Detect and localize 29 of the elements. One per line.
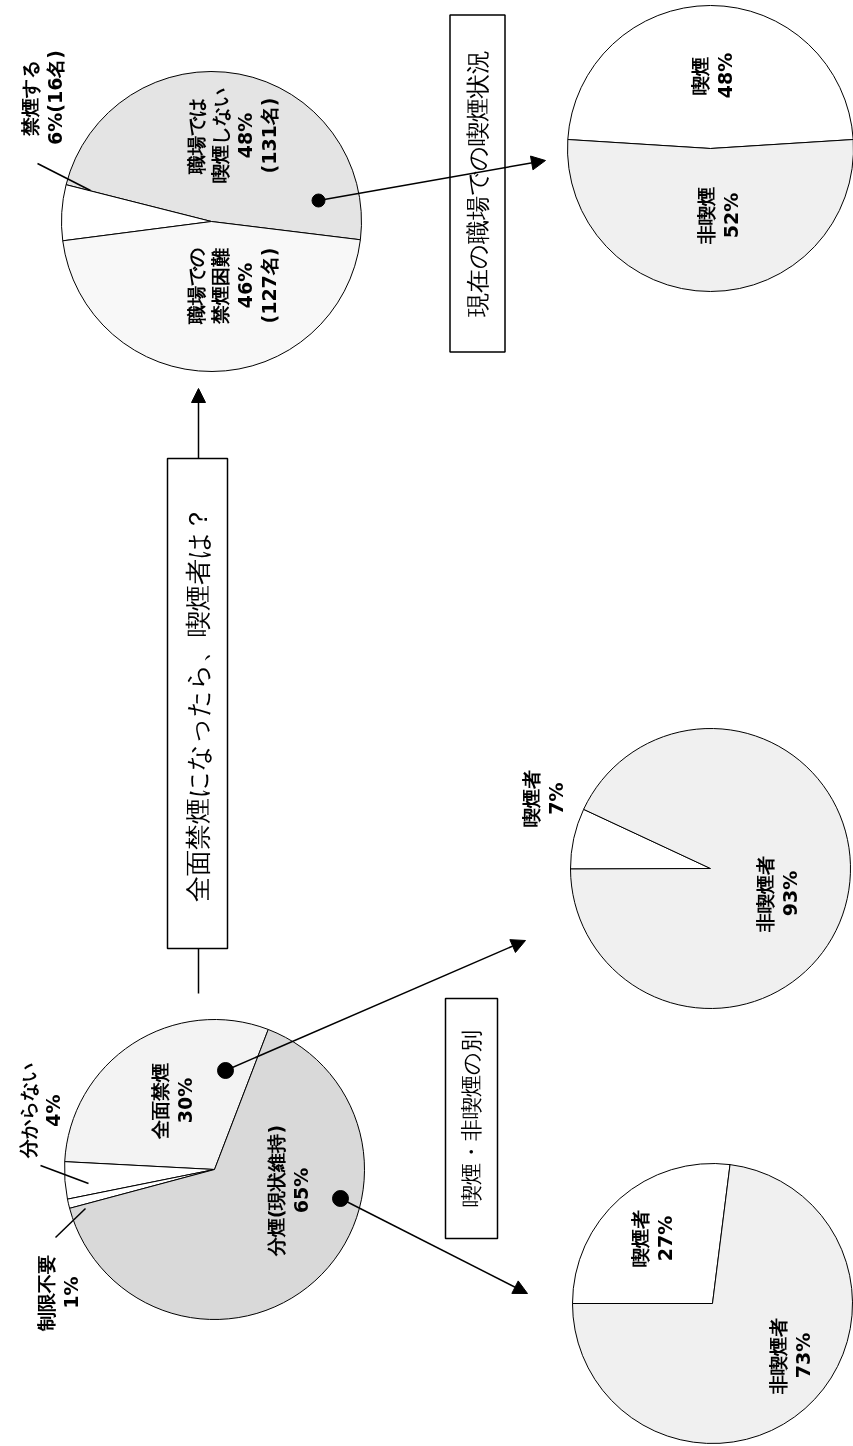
data-label: 48% (131名) bbox=[233, 97, 280, 174]
slice-label: 全面禁煙 bbox=[149, 1062, 172, 1140]
slice-label: 喫煙者 bbox=[520, 770, 543, 827]
slice-label: 制限不要 bbox=[35, 1254, 58, 1332]
slice-label: 非喫煙 bbox=[695, 187, 718, 245]
data-label: 73% bbox=[791, 1332, 814, 1379]
slice-label: 非喫煙者 bbox=[754, 855, 777, 933]
data-label: 27% bbox=[653, 1215, 676, 1262]
slice-label: 喫煙 bbox=[689, 56, 712, 95]
data-label: 30% bbox=[173, 1077, 196, 1124]
data-label: 65% bbox=[289, 1167, 312, 1214]
data-label: 46% (127名) bbox=[233, 247, 280, 324]
slice-label: 職場では喫煙しない bbox=[185, 88, 232, 183]
data-label: 93% bbox=[778, 870, 801, 917]
data-label: 4% bbox=[41, 1094, 64, 1127]
data-label: 6%(16名) bbox=[43, 49, 66, 146]
data-label: 52% bbox=[719, 192, 742, 239]
slice-label: 喫煙者 bbox=[629, 1210, 652, 1267]
slice-label: 職場での禁煙困難 bbox=[185, 247, 232, 325]
data-label: 7% bbox=[544, 782, 567, 815]
text: 喫煙・非喫煙の別 bbox=[459, 1030, 484, 1207]
data-label: 48% bbox=[713, 52, 736, 99]
slice-label: 非喫煙者 bbox=[767, 1317, 790, 1395]
slice-label: 分からない bbox=[17, 1063, 40, 1159]
data-label: 1% bbox=[59, 1276, 82, 1309]
slice-label: 分煙(現状維持) bbox=[265, 1124, 288, 1258]
text: 全面禁煙になったら、喫煙者は？ bbox=[182, 505, 213, 902]
text: 現在の職場での喫煙状況 bbox=[463, 50, 492, 317]
slice-label: 禁煙する bbox=[19, 59, 42, 137]
